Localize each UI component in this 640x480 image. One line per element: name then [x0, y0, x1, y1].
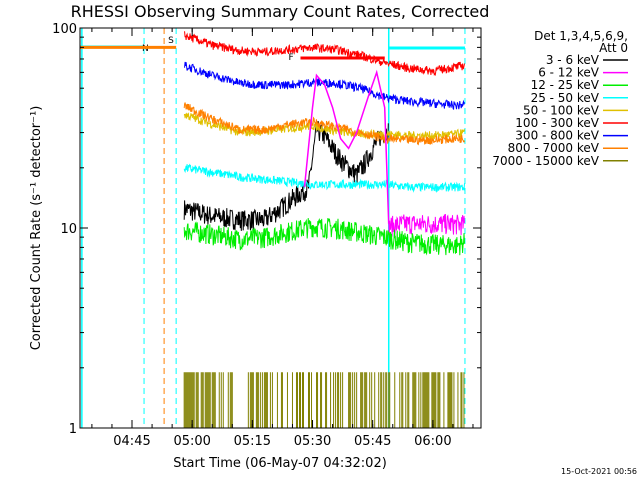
night-marker-label: N	[142, 44, 149, 54]
series-300-800keV	[184, 61, 465, 110]
legend-label: 25 - 50 keV	[531, 91, 600, 105]
series-3-6keV	[183, 120, 389, 231]
legend-label: 50 - 100 keV	[523, 103, 600, 117]
legend-label: 12 - 25 keV	[531, 78, 600, 92]
series-line	[183, 102, 465, 146]
generated-timestamp: 15-Oct-2021 00:56	[561, 467, 637, 476]
legend-header-attenuator: Att 0	[599, 41, 628, 55]
legend-label: 6 - 12 keV	[538, 66, 600, 80]
series-6-12-flare	[303, 69, 390, 224]
x-tick-label: 05:15	[234, 434, 271, 449]
series-12-25keV	[183, 217, 465, 256]
plot-area: N S F	[79, 28, 466, 428]
x-tick-label: 04:45	[113, 434, 150, 449]
series-25-50keV	[183, 163, 465, 193]
legend-label: 7000 - 15000 keV	[492, 154, 599, 168]
axis-ticks: 04:45 05:00 05:15 05:30 05:45 06:00 1 10 100	[52, 22, 481, 449]
series-line	[183, 217, 465, 256]
series-100-300keV	[184, 31, 465, 77]
series-800-7000keV	[79, 45, 465, 146]
y-tick-label: 1	[69, 422, 77, 437]
legend-header-detectors: Det 1,3,4,5,6,9,	[534, 29, 628, 43]
x-tick-label: 06:00	[414, 434, 451, 449]
y-axis-label: Corrected Count Rate (s⁻¹ detector⁻¹)	[29, 106, 44, 351]
series-line	[303, 69, 390, 224]
legend-label: 3 - 6 keV	[546, 53, 600, 67]
y-tick-label: 100	[52, 22, 77, 37]
x-tick-label: 05:00	[173, 434, 210, 449]
x-tick-label: 05:30	[294, 434, 331, 449]
series-line	[183, 163, 465, 193]
legend-label: 100 - 300 keV	[515, 116, 599, 130]
series-line	[388, 213, 465, 237]
series-line	[183, 120, 389, 231]
saa-marker-label: S	[168, 36, 174, 46]
series-6-12keV	[388, 213, 465, 237]
legend-label: 800 - 7000 keV	[508, 141, 600, 155]
y-tick-label: 10	[60, 222, 77, 237]
series-line	[184, 31, 465, 77]
flare-marker-label: F	[288, 53, 293, 63]
chart-title: RHESSI Observing Summary Count Rates, Co…	[71, 2, 490, 21]
legend-label: 300 - 800 keV	[515, 129, 599, 143]
series-7000-15000keV	[183, 372, 465, 428]
x-tick-label: 05:45	[354, 434, 391, 449]
x-axis-label: Start Time (06-May-07 04:32:02)	[173, 456, 387, 471]
series-line	[184, 61, 465, 110]
